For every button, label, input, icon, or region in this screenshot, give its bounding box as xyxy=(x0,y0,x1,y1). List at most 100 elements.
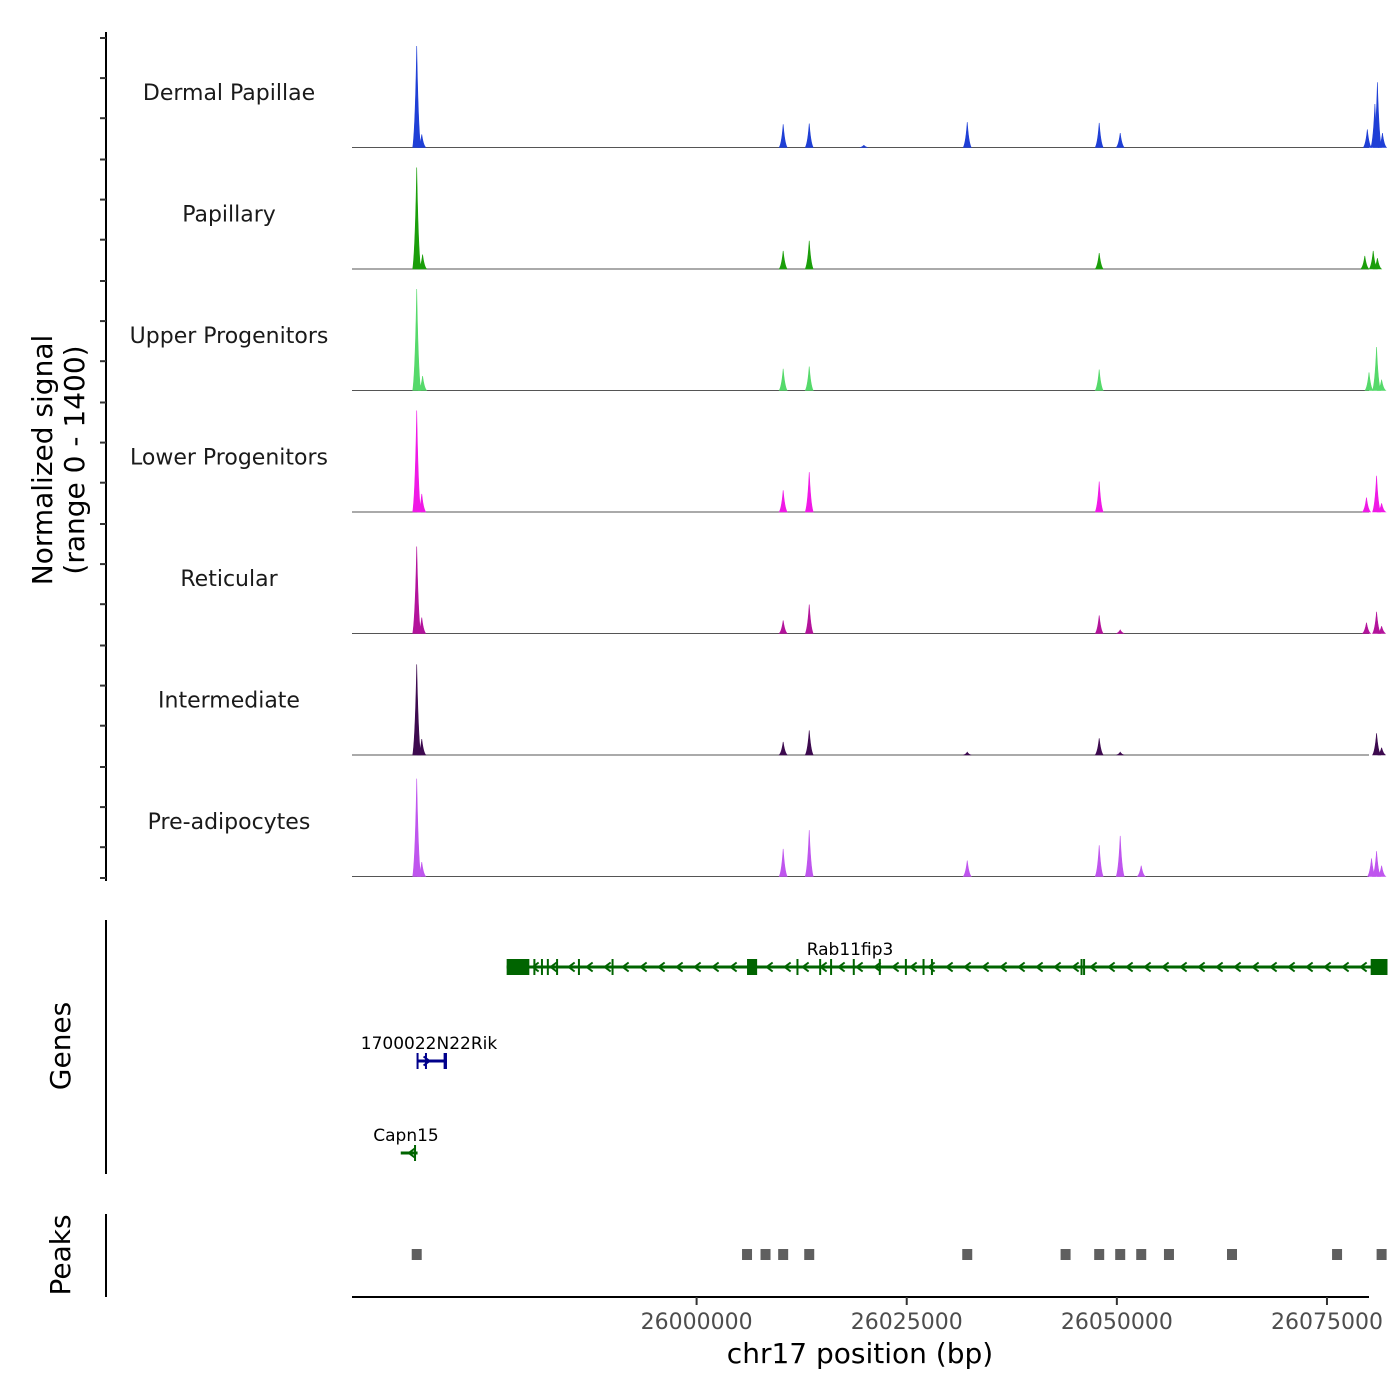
coverage-peak xyxy=(804,830,814,877)
track-intermediate: Intermediate xyxy=(158,664,1386,756)
coverage-peak xyxy=(417,493,427,513)
coverage-tracks: Dermal Papillae Papillary Upper Progenitor… xyxy=(130,45,1388,877)
coverage-peak xyxy=(804,604,814,634)
coverage-peak xyxy=(1361,622,1372,634)
coverage-peak xyxy=(778,741,788,756)
x-tick-label: 26025000 xyxy=(851,1310,963,1335)
x-tick-label: 26050000 xyxy=(1061,1310,1173,1335)
coverage-peak xyxy=(962,860,972,877)
track-label: Intermediate xyxy=(158,689,300,714)
strand-arrow xyxy=(656,961,666,973)
peak-region xyxy=(804,1249,815,1260)
peak-region xyxy=(1163,1249,1174,1260)
coverage-peak xyxy=(962,122,972,148)
exon-block xyxy=(506,959,530,975)
x-axis-ticks: 26000000 26025000 26050000 26075000 xyxy=(641,1297,1383,1335)
track-upper-progenitors: Upper Progenitors xyxy=(130,288,1387,391)
coverage-peak xyxy=(412,778,422,877)
track-dermal-papillae: Dermal Papillae xyxy=(143,45,1388,148)
coverage-peak xyxy=(1094,122,1104,148)
track-label: Papillary xyxy=(182,203,276,228)
strand-arrow xyxy=(602,961,612,973)
peaks-axis-title: Peaks xyxy=(44,1214,77,1295)
strand-arrow xyxy=(692,961,702,973)
strand-arrow xyxy=(1070,961,1080,973)
coverage-peak xyxy=(1372,258,1383,270)
strand-arrow xyxy=(1304,961,1314,973)
strand-arrow xyxy=(638,961,648,973)
strand-arrow xyxy=(1124,961,1134,973)
coverage-peak xyxy=(1362,129,1372,148)
coverage-peak xyxy=(1094,738,1104,756)
peak-region xyxy=(962,1249,973,1260)
strand-arrow xyxy=(1250,961,1260,973)
track-lower-progenitors: Lower Progenitors xyxy=(130,410,1387,513)
strand-arrow xyxy=(1340,961,1350,973)
coverage-peak xyxy=(804,366,814,391)
coverage-peak xyxy=(1376,379,1387,391)
genes-axis-title: Genes xyxy=(44,1002,77,1090)
strand-arrow xyxy=(782,961,792,973)
peak-track xyxy=(411,1249,1387,1260)
strand-arrow xyxy=(854,961,864,973)
strand-arrow xyxy=(1178,961,1188,973)
coverage-y-ticks xyxy=(100,37,106,879)
coverage-peak xyxy=(1373,82,1382,148)
coverage-peak xyxy=(412,546,422,634)
strand-arrow xyxy=(1196,961,1206,973)
coverage-peak xyxy=(1372,733,1382,756)
track-label: Upper Progenitors xyxy=(130,324,329,349)
x-tick-label: 26000000 xyxy=(641,1310,753,1335)
coverage-peak xyxy=(1372,851,1382,877)
strand-arrow xyxy=(1322,961,1332,973)
strand-arrow xyxy=(962,961,972,973)
coverage-peak xyxy=(1094,253,1104,270)
coverage-peak xyxy=(1094,481,1104,513)
coverage-peak xyxy=(1115,835,1125,877)
peak-region xyxy=(1332,1249,1343,1260)
strand-arrow xyxy=(998,961,1008,973)
coverage-peak xyxy=(1372,475,1381,513)
strand-arrow xyxy=(1160,961,1170,973)
peak-region xyxy=(411,1249,422,1260)
coverage-peak xyxy=(412,45,422,148)
peak-region xyxy=(778,1249,789,1260)
coverage-peak xyxy=(1377,747,1386,756)
strand-arrow xyxy=(710,961,720,973)
gene-annotation-track: Rab11fip3 1700022N22Rik Capn15 xyxy=(361,940,1388,1161)
track-reticular: Reticular xyxy=(180,546,1386,634)
strand-arrow xyxy=(620,961,630,973)
gene-label: Rab11fip3 xyxy=(807,940,894,960)
strand-arrow xyxy=(872,961,882,973)
coverage-peak xyxy=(1372,346,1381,391)
gene-label: Capn15 xyxy=(373,1126,439,1146)
strand-arrow xyxy=(674,961,684,973)
coverage-peak xyxy=(804,730,814,756)
track-label: Pre-adipocytes xyxy=(148,810,311,835)
coverage-peak xyxy=(859,144,868,148)
coverage-peak xyxy=(417,617,427,634)
peak-region xyxy=(1060,1249,1071,1260)
coverage-peak xyxy=(1377,132,1388,148)
coverage-peak xyxy=(804,123,814,148)
track-label: Lower Progenitors xyxy=(130,446,328,471)
coverage-peak xyxy=(804,240,814,270)
gene-1700022n22rik: 1700022N22Rik xyxy=(361,1034,497,1069)
strand-arrow xyxy=(1034,961,1044,973)
coverage-peak xyxy=(417,134,427,148)
gene-capn15: Capn15 xyxy=(373,1126,439,1161)
coverage-peak xyxy=(1116,629,1125,634)
coverage-peak xyxy=(1376,503,1387,513)
coverage-peak xyxy=(804,472,814,513)
coverage-peak xyxy=(1094,369,1104,391)
peak-region xyxy=(1115,1249,1126,1260)
track-label: Reticular xyxy=(180,567,278,592)
coverage-peak xyxy=(778,124,788,148)
coverage-peak xyxy=(412,288,422,391)
coverage-peak xyxy=(417,739,427,756)
strand-arrow xyxy=(1214,961,1224,973)
strand-arrow xyxy=(980,961,990,973)
strand-arrow xyxy=(836,961,846,973)
strand-arrow xyxy=(728,961,738,973)
